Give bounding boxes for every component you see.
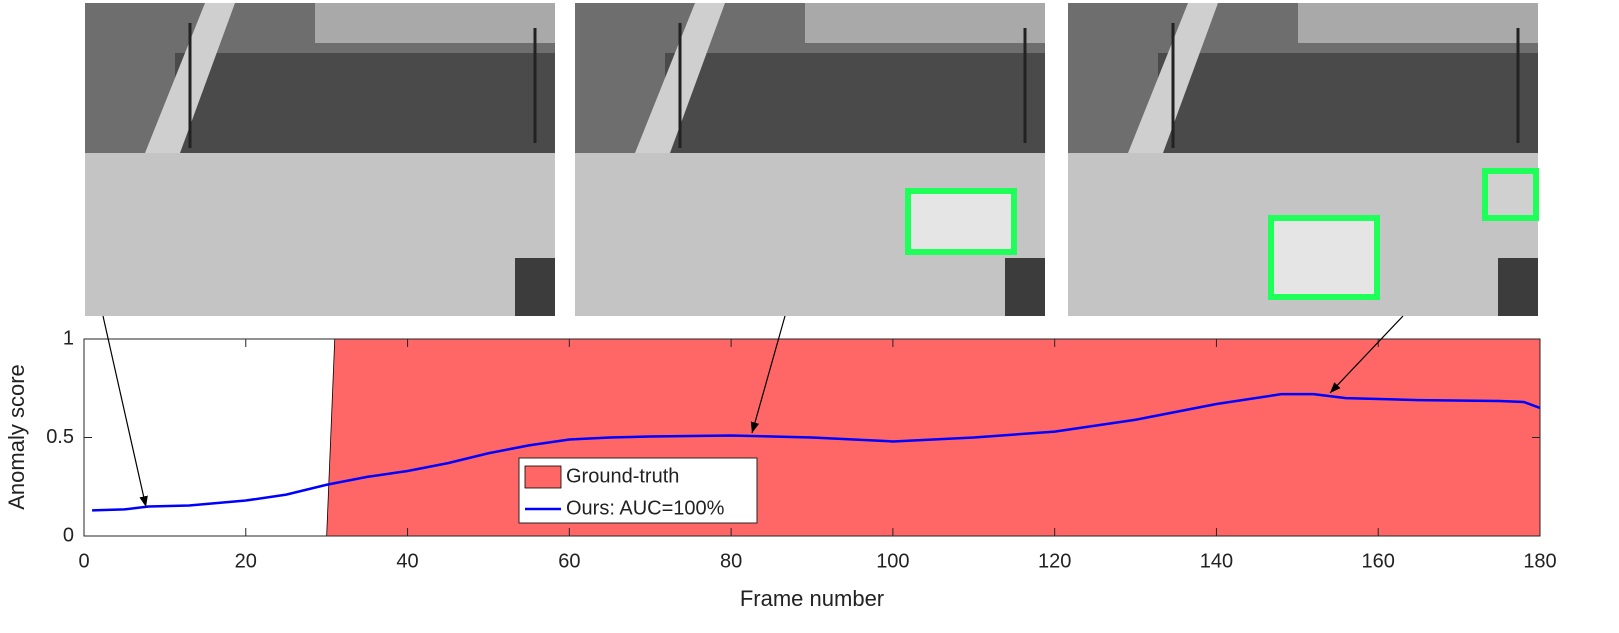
legend: Ground-truth Ours: AUC=100% <box>518 457 758 524</box>
legend-box <box>518 457 758 524</box>
x-tick-label: 120 <box>1038 550 1071 572</box>
x-tick-label: 80 <box>720 550 742 572</box>
frame-image <box>83 1 557 318</box>
frame-image <box>573 1 1047 318</box>
score-line <box>92 392 1541 512</box>
x-tick-label: 0 <box>78 550 89 572</box>
detection-box <box>1482 168 1539 221</box>
detection-box <box>905 188 1017 255</box>
pointer-arrow <box>102 315 148 508</box>
pointer-arrow <box>750 315 786 434</box>
y-tick-label: 0.5 <box>46 426 74 448</box>
x-tick-label: 20 <box>235 550 257 572</box>
frame-image <box>1066 1 1540 318</box>
legend-swatch <box>524 465 562 489</box>
x-tick-label: 60 <box>558 550 580 572</box>
x-tick-label: 40 <box>396 550 418 572</box>
x-tick-label: 140 <box>1200 550 1233 572</box>
x-tick-label: 180 <box>1523 550 1556 572</box>
x-tick-label: 100 <box>876 550 909 572</box>
plot-area: 0 20 40 60 80 100 120 140 160 180 0 0.5 1 Ground-trut… <box>46 327 1557 572</box>
detection-box <box>1268 215 1380 300</box>
legend-label: Ground-truth <box>566 465 679 487</box>
y-tick-label: 0 <box>63 524 74 546</box>
y-tick-label: 1 <box>63 327 74 349</box>
x-tick-label: 160 <box>1362 550 1395 572</box>
x-axis-label: Frame number <box>740 586 884 611</box>
legend-label: Ours: AUC=100% <box>566 497 725 519</box>
pointer-arrow <box>1329 315 1404 394</box>
y-axis-label: Anomaly score <box>4 364 29 510</box>
